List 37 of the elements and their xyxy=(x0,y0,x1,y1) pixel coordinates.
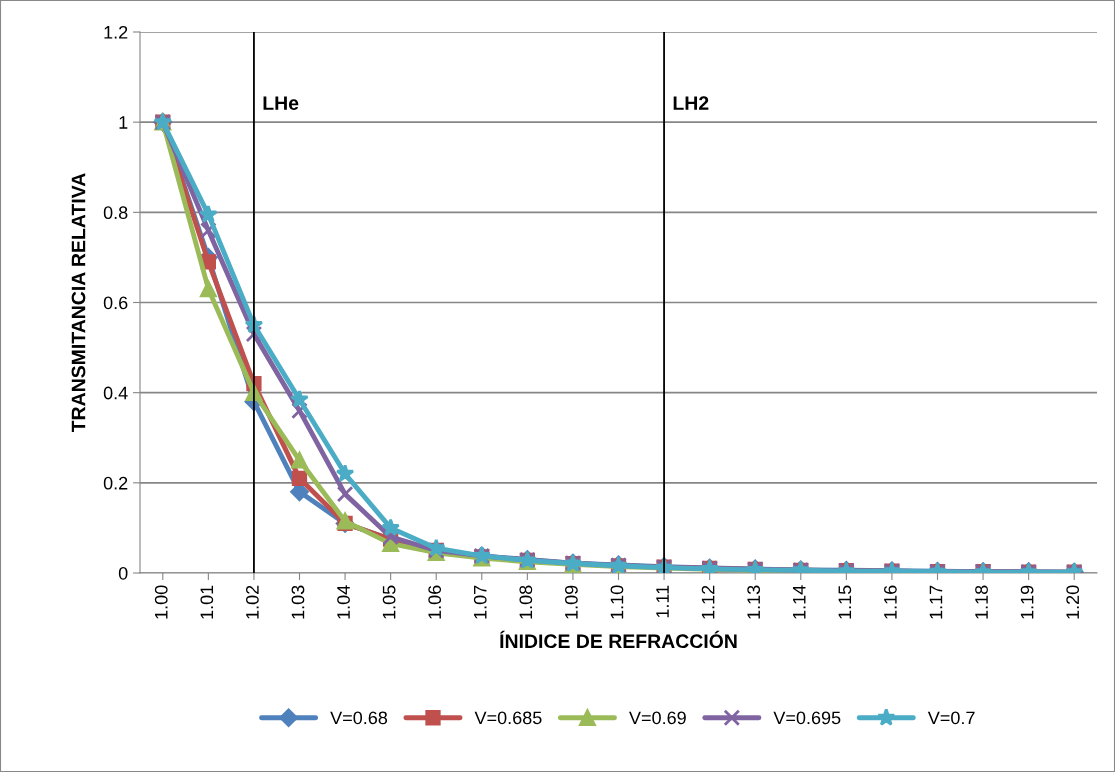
x-tick-label: 1.20 xyxy=(1066,585,1080,619)
x-tick-label: 1.03 xyxy=(291,585,305,619)
x-tick-label: 1.00 xyxy=(154,585,168,619)
x-tick-label: 1.19 xyxy=(1020,585,1034,619)
x-tick-label: 1.01 xyxy=(200,585,214,619)
x-tick-label: 1.09 xyxy=(564,585,578,619)
x-tick-label: 1.11 xyxy=(656,585,669,618)
ref-line-label: LHe xyxy=(263,96,299,110)
y-tick-label: 0 xyxy=(118,566,128,580)
y-axis-title: TRANSMITANCIA RELATIVA xyxy=(71,173,86,433)
x-tick-label: 1.06 xyxy=(428,585,442,619)
y-tick-label: 0.2 xyxy=(103,476,128,490)
x-tick-label: 1.08 xyxy=(519,585,533,619)
legend-label: V=0.7 xyxy=(927,711,975,725)
x-tick-label: 1.17 xyxy=(929,585,943,619)
x-tick-label: 1.13 xyxy=(747,585,761,619)
y-tick-label: 0.6 xyxy=(103,296,128,310)
x-tick-label: 1.02 xyxy=(245,585,259,619)
y-tick-label: 1.2 xyxy=(104,25,128,39)
x-tick-label: 1.16 xyxy=(883,585,897,619)
ref-line-label: LH2 xyxy=(673,96,709,110)
y-tick-label: 0.8 xyxy=(103,206,128,220)
x-tick-label: 1.05 xyxy=(382,585,396,619)
y-tick-label: 0.4 xyxy=(103,386,128,400)
legend-label: V=0.68 xyxy=(330,711,388,725)
legend-label: V=0.685 xyxy=(474,711,542,725)
x-tick-label: 1.04 xyxy=(337,585,350,619)
x-tick-label: 1.18 xyxy=(975,585,988,619)
legend-label: V=0.69 xyxy=(629,711,686,725)
x-tick-label: 1.10 xyxy=(610,585,624,619)
y-tick-label: 1 xyxy=(119,116,128,129)
x-tick-label: 1.15 xyxy=(838,585,852,619)
x-tick-label: 1.07 xyxy=(473,585,487,619)
x-axis-title: ÍNIDICE DE REFRACCIÓN xyxy=(500,630,737,649)
x-tick-label: 1.12 xyxy=(701,585,715,619)
legend-label: V=0.695 xyxy=(773,711,841,725)
x-tick-label: 1.14 xyxy=(793,585,806,619)
